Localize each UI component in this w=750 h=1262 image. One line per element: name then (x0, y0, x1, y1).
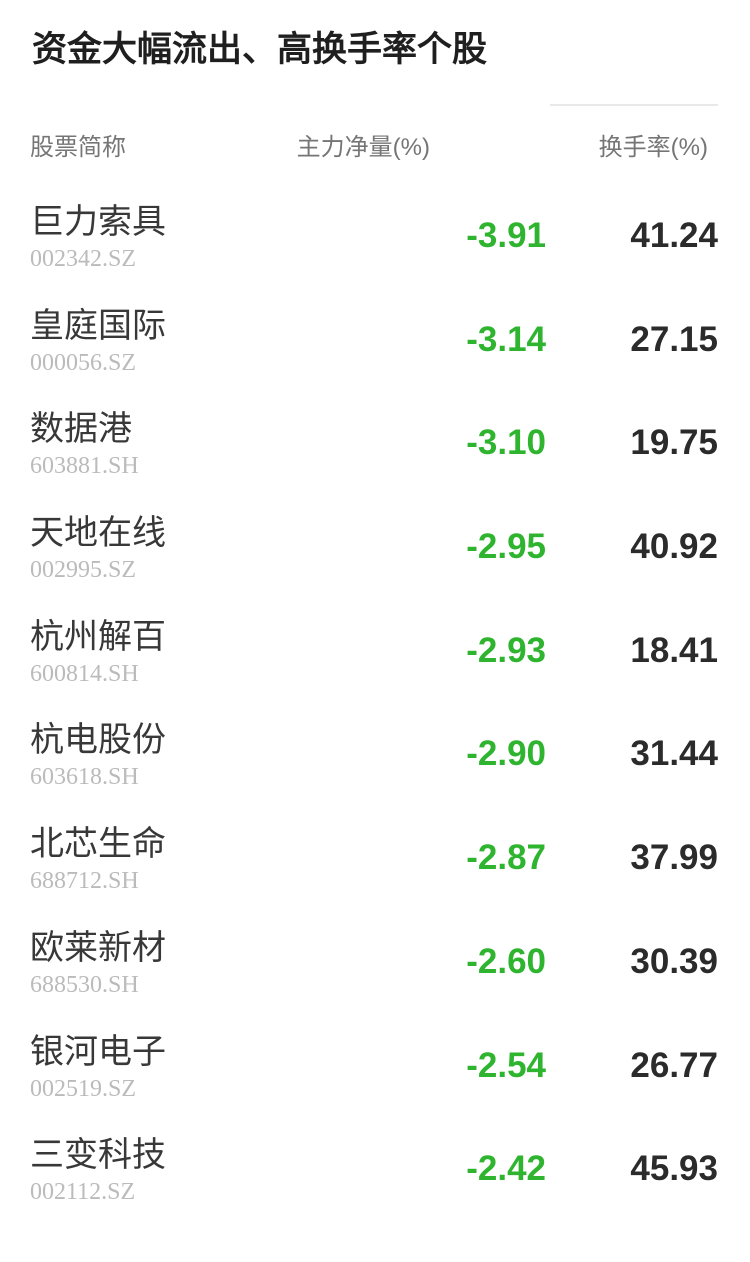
turnover-value: 18.41 (630, 630, 718, 670)
stock-code: 000056.SZ (30, 349, 137, 376)
stock-name: 皇庭国际 (30, 306, 166, 345)
stock-name: 杭州解百 (30, 617, 166, 656)
stock-code: 688712.SH (30, 868, 139, 895)
stock-name: 杭电股份 (30, 721, 166, 760)
stock-name: 天地在线 (30, 514, 166, 553)
main-net-value: -2.60 (466, 941, 546, 981)
main-net-value: -2.42 (466, 1149, 546, 1189)
column-header-stock-name: 股票简称 (30, 134, 126, 161)
stock-code: 002342.SZ (30, 246, 137, 272)
table-row: 数据港 603881.SH -3.10 19.75 (0, 402, 750, 506)
main-net-value: -3.14 (466, 319, 546, 359)
stock-name: 欧莱新材 (30, 928, 166, 967)
turnover-value: 30.39 (630, 941, 718, 981)
stock-code: 603881.SH (30, 453, 139, 480)
table-row: 三变科技 002112.SZ -2.42 45.93 (0, 1128, 750, 1232)
turnover-value: 31.44 (630, 734, 718, 774)
stock-code: 600814.SH (30, 660, 139, 687)
table-header-row: 股票简称 主力净量(%) 换手率(%) (0, 134, 750, 164)
stock-code: 688530.SH (30, 971, 139, 998)
turnover-value: 37.99 (630, 838, 718, 878)
stock-name: 银河电子 (30, 1032, 166, 1071)
turnover-value: 45.93 (630, 1149, 718, 1189)
turnover-value: 26.77 (630, 1045, 718, 1085)
turnover-value: 27.15 (630, 319, 718, 359)
table-row: 银河电子 002519.SZ -2.54 26.77 (0, 1025, 750, 1129)
stock-code: 002112.SZ (30, 1179, 136, 1206)
page-title: 资金大幅流出、高换手率个股 (32, 30, 488, 69)
stock-name: 三变科技 (30, 1136, 166, 1175)
main-net-value: -3.10 (466, 423, 546, 463)
table-row: 杭州解百 600814.SH -2.93 18.41 (0, 610, 750, 714)
table-row: 欧莱新材 688530.SH -2.60 30.39 (0, 921, 750, 1025)
main-net-value: -2.87 (466, 838, 546, 878)
main-net-value: -2.54 (466, 1045, 546, 1085)
turnover-value: 19.75 (630, 423, 718, 463)
main-net-value: -2.93 (466, 630, 546, 670)
column-header-main-net: 主力净量(%) (296, 134, 430, 161)
stock-code: 002995.SZ (30, 557, 137, 584)
stock-name: 北芯生命 (30, 825, 166, 864)
main-net-value: -2.95 (466, 527, 546, 567)
turnover-value: 40.92 (630, 527, 718, 567)
table-row: 皇庭国际 000056.SZ -3.14 27.15 (0, 299, 750, 403)
stock-code: 603618.SH (30, 764, 139, 791)
table-row: 北芯生命 688712.SH -2.87 37.99 (0, 817, 750, 921)
column-header-turnover: 换手率(%) (598, 134, 708, 161)
stock-name: 巨力索具 (30, 203, 166, 241)
main-net-value: -3.91 (466, 216, 546, 255)
table-row: 巨力索具 002342.SZ -3.91 41.24 (0, 195, 750, 299)
turnover-value: 41.24 (630, 216, 718, 255)
table-row: 天地在线 002995.SZ -2.95 40.92 (0, 506, 750, 610)
table-row: 杭电股份 603618.SH -2.90 31.44 (0, 713, 750, 817)
main-net-value: -2.90 (466, 734, 546, 774)
stock-name: 数据港 (30, 410, 132, 449)
header-divider-line (550, 104, 718, 106)
stock-code: 002519.SZ (30, 1075, 137, 1102)
stock-rows: 巨力索具 002342.SZ -3.91 41.24 皇庭国际 000056.S… (0, 195, 750, 1232)
